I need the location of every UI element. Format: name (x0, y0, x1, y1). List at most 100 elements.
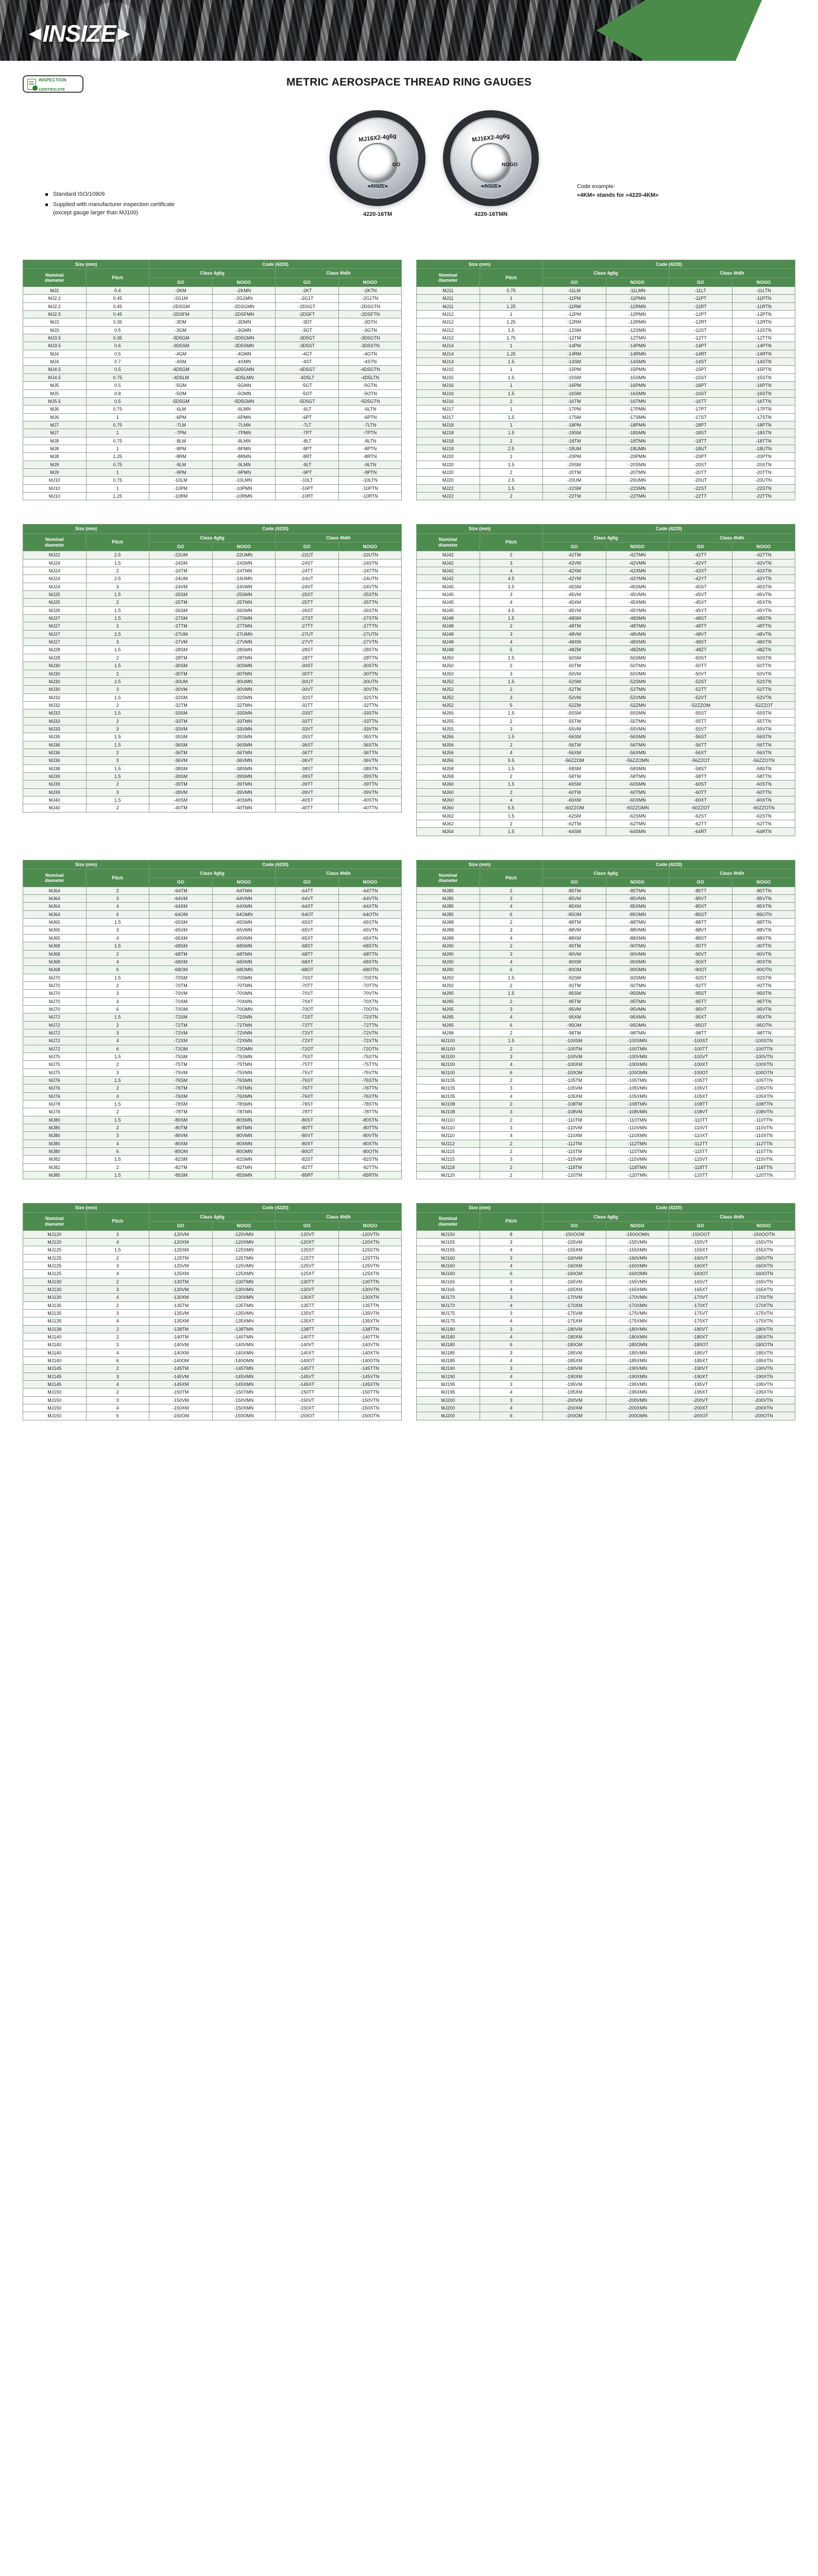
table-row[interactable]: MJ140 6 -140OM -140OMN -140OT -140OTN (23, 1356, 402, 1365)
table-row[interactable]: MJ78 1.5 -78SM -78SMN -78ST -78STN (23, 1100, 402, 1109)
table-row[interactable]: MJ165 3 -165VM -165VMN -165VT -165VTN (416, 1277, 795, 1286)
table-row[interactable]: MJ64 4 -64XM -64XMN -64XT -64XTN (23, 902, 402, 911)
table-row[interactable]: MJ100 6 -100OM -100OMN -100OT -100OTN (416, 1068, 795, 1077)
table-row[interactable]: MJ2.5 0.45 -2DSFM -2DSFMN -2DSFT -2DSFTN (23, 310, 402, 319)
table-row[interactable]: MJ108 3 -108VM -108VMN -108VT -108VTN (416, 1108, 795, 1116)
table-row[interactable]: MJ36 2 -36TM -36TMN -36TT -36TTN (23, 748, 402, 757)
table-row[interactable]: MJ26 1.5 -26SM -26SMN -26ST -26STN (23, 606, 402, 615)
table-row[interactable]: MJ145 3 -145VM -145VMN -145VT -145VTN (23, 1372, 402, 1381)
table-row[interactable]: MJ18 1 -18PM -18PMN -18PT -18PTN (416, 420, 795, 430)
table-row[interactable]: MJ195 4 -195XM -195XMN -195XT -195XTN (416, 1388, 795, 1397)
table-row[interactable]: MJ64 2 -64TM -64TMN -64TT -64TTN (23, 886, 402, 895)
table-row[interactable]: MJ105 3 -105VM -105VMN -105VT -105VTN (416, 1084, 795, 1093)
table-row[interactable]: MJ70 4 -70XM -70XMN -70XT -70XTN (23, 997, 402, 1006)
table-row[interactable]: MJ8 1 -8PM -8PMN -8PT -8PTN (23, 444, 402, 453)
table-row[interactable]: MJ138 2 -138TM -138TMN -138TT -138TTN (23, 1325, 402, 1333)
table-row[interactable]: MJ65 4 -65XM -65XMN -65XT -65XTN (23, 934, 402, 943)
table-row[interactable]: MJ42 3 -42VM -42VMN -42VT -42VTN (416, 558, 795, 568)
table-row[interactable]: MJ120 4 -120XM -120XMN -120XT -120XTN (23, 1238, 402, 1247)
table-row[interactable]: MJ35 1.5 -35SM -35SMN -35ST -35STN (23, 733, 402, 741)
table-row[interactable]: MJ25 1.5 -25SM -25SMN -25ST -25STN (23, 590, 402, 599)
table-row[interactable]: MJ200 4 -200XM -200XMN -200XT -200XTN (416, 1404, 795, 1413)
table-row[interactable]: MJ22 2 -22TM -22TMN -22TT -22TTN (416, 492, 795, 501)
table-row[interactable]: MJ22 1.5 -22SM -22SMN -22ST -22STN (416, 484, 795, 493)
table-row[interactable]: MJ92 1.5 -92SM -92SMN -92ST -92STN (416, 973, 795, 982)
table-row[interactable]: MJ195 3 -195VM -195VMN -195VT -195VTN (416, 1380, 795, 1389)
table-row[interactable]: MJ17 1 -17PM -17PMN -17PT -17PTN (416, 405, 795, 414)
table-row[interactable]: MJ110 2 -110TM -110TMN -110TT -110TTN (416, 1115, 795, 1125)
table-row[interactable]: MJ48 2 -48TM -48TMN -48TT -48TTN (416, 622, 795, 631)
table-row[interactable]: MJ14 1 -14PM -14PMN -14PT -14PTN (416, 342, 795, 350)
table-row[interactable]: MJ85 6 -85OM -85OMN -85OT -85OTN (416, 910, 795, 919)
table-row[interactable]: MJ8 1.25 -8RM -8RMN -8RT -8RTN (23, 452, 402, 461)
table-row[interactable]: MJ10 1.25 -10RM -10RMN -10RT -10RTN (23, 492, 402, 501)
table-row[interactable]: MJ68 4 -68XM -68XMN -68XT -68XTN (23, 957, 402, 967)
table-row[interactable]: MJ58 2 -58TM -58TMN -58TT -58TTN (416, 772, 795, 781)
table-row[interactable]: MJ20 1 -20PM -20PMN -20PT -20PTN (416, 452, 795, 461)
table-row[interactable]: MJ62 1.5 -62SM -62SMN -62ST -62STN (416, 811, 795, 821)
table-row[interactable]: MJ78 2 -78TM -78TMN -78TT -78TTN (23, 1108, 402, 1116)
table-row[interactable]: MJ125 1.5 -125SM -125SMN -125ST -125STN (23, 1246, 402, 1255)
table-row[interactable]: MJ12 1.75 -12TM -12TMN -12TT -12TTN (416, 334, 795, 343)
table-row[interactable]: MJ16 1.5 -16SM -16SMN -16ST -16STN (416, 389, 795, 398)
table-row[interactable]: MJ22 2.5 -22UM -22UMN -22UT -22UTN (23, 551, 402, 560)
table-row[interactable]: MJ80 6 -80OM -80OMN -80OT -80OTN (23, 1147, 402, 1156)
table-row[interactable]: MJ12 1 -12PM -12PMN -12PT -12PTN (416, 310, 795, 319)
table-row[interactable]: MJ92 2 -92TM -92TMN -92TT -92TTN (416, 981, 795, 990)
table-row[interactable]: MJ7 0.75 -7LM -7LMN -7LT -7LTN (23, 420, 402, 430)
table-row[interactable]: MJ56 2 -56TM -56TMN -56TT -56TTN (416, 740, 795, 749)
table-row[interactable]: MJ12 1.5 -12SM -12SMN -12ST -12STN (416, 326, 795, 335)
table-row[interactable]: MJ90 2 -90TM -90TMN -90TT -90TTN (416, 942, 795, 951)
table-row[interactable]: MJ20 1.5 -20SM -20SMN -20ST -20STN (416, 460, 795, 469)
table-row[interactable]: MJ160 6 -160OM -160OMN -160OT -160OTN (416, 1269, 795, 1278)
table-row[interactable]: MJ145 4 -145XM -145XMN -145XT -145XTN (23, 1380, 402, 1389)
table-row[interactable]: MJ28 2 -28TM -28TMN -28TT -28TTN (23, 653, 402, 663)
table-row[interactable]: MJ48 3 -48VM -48VMN -48VT -48VTN (416, 630, 795, 639)
table-row[interactable]: MJ82 2 -82TM -82TMN -82TT -82TTN (23, 1163, 402, 1172)
table-row[interactable]: MJ15 1.5 -15SM -15SMN -15ST -15STN (416, 373, 795, 382)
table-row[interactable]: MJ95 4 -95XM -95XMN -95XT -95XTN (416, 1013, 795, 1022)
table-row[interactable]: MJ76 2 -76TM -76TMN -76TT -76TTN (23, 1084, 402, 1093)
table-row[interactable]: MJ112 2 -112TM -112TMN -112TT -112TTN (416, 1139, 795, 1148)
table-row[interactable]: MJ125 2 -125TM -125TMN -125TT -125TTN (23, 1253, 402, 1262)
table-row[interactable]: MJ62 2 -62TM -62TMN -62TT -62TTN (416, 820, 795, 828)
table-row[interactable]: MJ60 1.5 -60SM -60SMN -60ST -60STN (416, 780, 795, 789)
table-row[interactable]: MJ88 4 -88XM -88XMN -88XT -88XTN (416, 934, 795, 943)
table-row[interactable]: MJ95 2 -95TM -95TMN -95TT -95TTN (416, 997, 795, 1006)
table-row[interactable]: MJ55 1.5 -55SM -55SMN -55ST -55STN (416, 709, 795, 718)
table-row[interactable]: MJ75 2 -75TM -75TMN -75TT -75TTN (23, 1060, 402, 1069)
table-row[interactable]: MJ72 3 -72VM -72VMN -72VT -72VTN (23, 1028, 402, 1038)
table-row[interactable]: MJ98 2 -98TM -98TMN -98TT -98TTN (416, 1028, 795, 1038)
table-row[interactable]: MJ130 2 -130TM -130TMN -130TT -130TTN (23, 1277, 402, 1286)
table-row[interactable]: MJ2.2 0.45 -2DSGM -2DSGMN -2DSGT -2DSGTN (23, 302, 402, 311)
table-row[interactable]: MJ20 2.5 -20UM -20UMN -20UT -20UTN (416, 476, 795, 485)
table-row[interactable]: MJ5 0.8 -5OM -5OMN -5OT -5OTN (23, 389, 402, 398)
table-row[interactable]: MJ56 4 -56XM -56XMN -56XT -56XTN (416, 748, 795, 757)
table-row[interactable]: MJ27 2.5 -27UM -27UMN -27UT -27UTN (23, 630, 402, 639)
table-row[interactable]: MJ64 1.5 -64SM -64SMN -64RT -64RTN (416, 827, 795, 836)
table-row[interactable]: MJ100 2 -100TM -100TMN -100TT -100TTN (416, 1044, 795, 1053)
table-row[interactable]: MJ180 3 -180VM -180VMN -180VT -180VTN (416, 1325, 795, 1333)
table-row[interactable]: MJ3 0.35 -3DM -3DMN -3DT -3DTN (23, 318, 402, 327)
table-row[interactable]: MJ180 6 -180OM -180OMN -180OT -180OTN (416, 1341, 795, 1349)
table-row[interactable]: MJ125 3 -125VM -125VMN -125VT -125VTN (23, 1261, 402, 1270)
table-row[interactable]: MJ52 5 -52ZM -52ZMN -52ZZOM -52ZZOT (416, 701, 795, 710)
table-row[interactable]: MJ75 3 -75VM -75VMN -75VT -75VTN (23, 1068, 402, 1077)
table-row[interactable]: MJ48 1.5 -48SM -48SMN -48ST -48STN (416, 614, 795, 623)
table-row[interactable]: MJ24 2 -24TM -24TMN -24TT -24TTN (23, 567, 402, 575)
table-row[interactable]: MJ11 0.75 -11LM -11LMN -11LT -11LTN (416, 286, 795, 295)
table-row[interactable]: MJ33 2 -33TM -33TMN -33TT -33TTN (23, 717, 402, 725)
table-row[interactable]: MJ90 6 -90OM -90OMN -90OT -90OTN (416, 965, 795, 974)
table-row[interactable]: MJ70 3 -70VM -70VMN -70VT -70VTN (23, 989, 402, 998)
table-row[interactable]: MJ155 4 -155XM -155XMN -155XT -155XTN (416, 1246, 795, 1255)
table-row[interactable]: MJ135 3 -135VM -135VMN -135VT -135VTN (23, 1309, 402, 1318)
table-row[interactable]: MJ80 4 -80XM -80XMN -80XT -80XTN (23, 1139, 402, 1148)
table-row[interactable]: MJ39 1.5 -39SM -39SMN -39ST -39STN (23, 772, 402, 781)
table-row[interactable]: MJ185 3 -185VM -185VMN -185VT -185VTN (416, 1348, 795, 1358)
table-row[interactable]: MJ30 1.5 -30SM -30SMN -30ST -30STN (23, 662, 402, 670)
table-row[interactable]: MJ39 3 -39VM -39VMN -39VT -39VTN (23, 788, 402, 797)
table-row[interactable]: MJ20 2 -20TM -20TMN -20TT -20TTN (416, 468, 795, 477)
table-row[interactable]: MJ140 4 -140XM -140XMN -140XT -140XTN (23, 1348, 402, 1358)
table-row[interactable]: MJ135 2 -135TM -135TMN -135TT -135TTN (23, 1301, 402, 1310)
table-row[interactable]: MJ48 5 -48ZM -48ZMN -48ZT -48ZTN (416, 646, 795, 654)
